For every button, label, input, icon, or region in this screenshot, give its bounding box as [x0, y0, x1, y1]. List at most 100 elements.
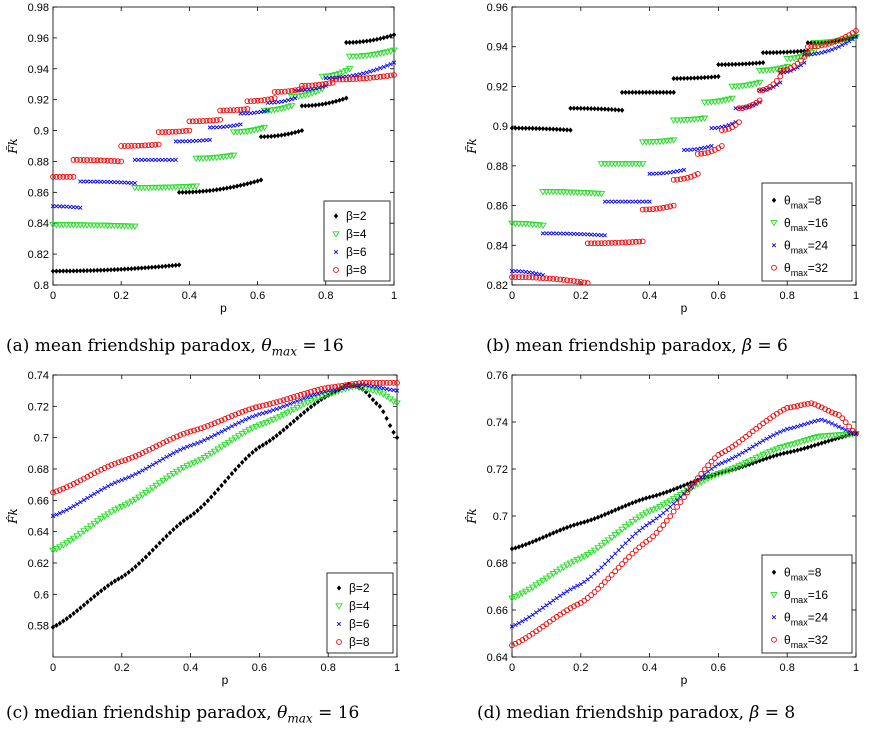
y-tick-label: 0.68	[487, 558, 508, 570]
data-point	[262, 109, 267, 114]
data-point	[305, 82, 312, 89]
data-point	[708, 458, 715, 465]
data-point	[332, 71, 340, 79]
data-point	[314, 395, 322, 402]
data-point	[564, 589, 570, 594]
data-point	[275, 99, 281, 105]
data-point	[56, 544, 64, 551]
data-point	[217, 107, 223, 114]
legend-marker	[332, 231, 340, 238]
data-point	[105, 267, 110, 273]
data-point	[240, 419, 245, 424]
data-point	[253, 126, 262, 133]
y-tick-label: 0.82	[28, 249, 49, 261]
data-point	[156, 264, 161, 270]
data-point	[235, 122, 240, 128]
data-point	[518, 590, 527, 598]
data-point	[509, 125, 515, 131]
data-point	[797, 53, 805, 61]
data-point	[241, 181, 247, 188]
data-point	[687, 116, 695, 124]
data-point	[251, 179, 257, 185]
data-point	[613, 551, 618, 556]
caption-c-symbol: θ	[277, 703, 288, 723]
data-point	[121, 502, 130, 509]
data-point	[64, 204, 69, 209]
data-point	[843, 427, 848, 432]
data-point	[265, 133, 271, 140]
x-tick-label: 0.6	[250, 290, 265, 302]
data-point	[391, 60, 397, 65]
data-point	[183, 189, 189, 195]
data-point	[255, 178, 260, 184]
data-point	[832, 38, 839, 45]
data-point	[840, 42, 845, 48]
data-point	[716, 462, 721, 467]
data-point	[347, 39, 352, 46]
data-point	[668, 89, 673, 95]
data-point	[204, 452, 212, 460]
data-point	[309, 82, 316, 89]
data-point	[298, 412, 303, 418]
data-point	[667, 203, 674, 210]
data-point	[756, 97, 763, 104]
data-point	[202, 501, 207, 507]
data-point	[384, 73, 391, 79]
data-point	[237, 106, 244, 113]
data-point	[774, 77, 780, 84]
data-point	[149, 157, 155, 163]
data-point	[263, 402, 270, 408]
data-point	[674, 75, 680, 82]
data-point	[264, 107, 272, 115]
data-point	[749, 81, 757, 88]
series-0	[50, 32, 397, 274]
data-point	[95, 489, 100, 494]
data-point	[126, 475, 131, 480]
data-point	[307, 398, 315, 405]
data-point	[718, 127, 725, 133]
y-tick-label: 0.9	[493, 121, 508, 133]
data-point	[146, 264, 151, 271]
legend-marker	[771, 197, 777, 203]
data-point	[122, 266, 127, 272]
data-point	[808, 400, 815, 407]
data-point	[668, 504, 673, 510]
data-point	[654, 89, 659, 95]
data-point	[132, 453, 139, 459]
data-point	[220, 107, 227, 114]
data-point	[724, 467, 733, 474]
data-point	[369, 51, 378, 59]
data-point	[197, 188, 202, 195]
legend: β=2 β=4 β=6 β=8	[323, 200, 391, 282]
data-point	[84, 268, 90, 274]
data-point	[281, 105, 289, 112]
data-point	[698, 150, 705, 157]
data-point	[298, 93, 306, 100]
data-point	[136, 470, 142, 475]
data-point	[155, 141, 162, 148]
data-point	[222, 416, 228, 422]
data-point	[298, 397, 303, 402]
data-point	[289, 97, 294, 102]
data-point	[585, 577, 590, 582]
data-point	[160, 456, 166, 461]
data-point	[52, 546, 61, 553]
data-point	[160, 536, 166, 543]
data-point	[221, 186, 226, 192]
data-point	[153, 264, 158, 270]
data-point	[261, 97, 268, 103]
data-point	[318, 386, 325, 392]
data-point	[357, 72, 363, 77]
data-point	[248, 425, 257, 432]
data-point	[173, 157, 178, 163]
data-point	[552, 568, 561, 576]
data-point	[90, 520, 99, 528]
data-point	[512, 274, 519, 280]
data-point	[709, 466, 714, 472]
data-point	[513, 622, 518, 627]
data-point	[215, 418, 221, 425]
data-point	[626, 537, 632, 542]
legend-marker	[335, 603, 343, 610]
data-point	[594, 545, 602, 552]
legend-marker	[336, 639, 342, 645]
